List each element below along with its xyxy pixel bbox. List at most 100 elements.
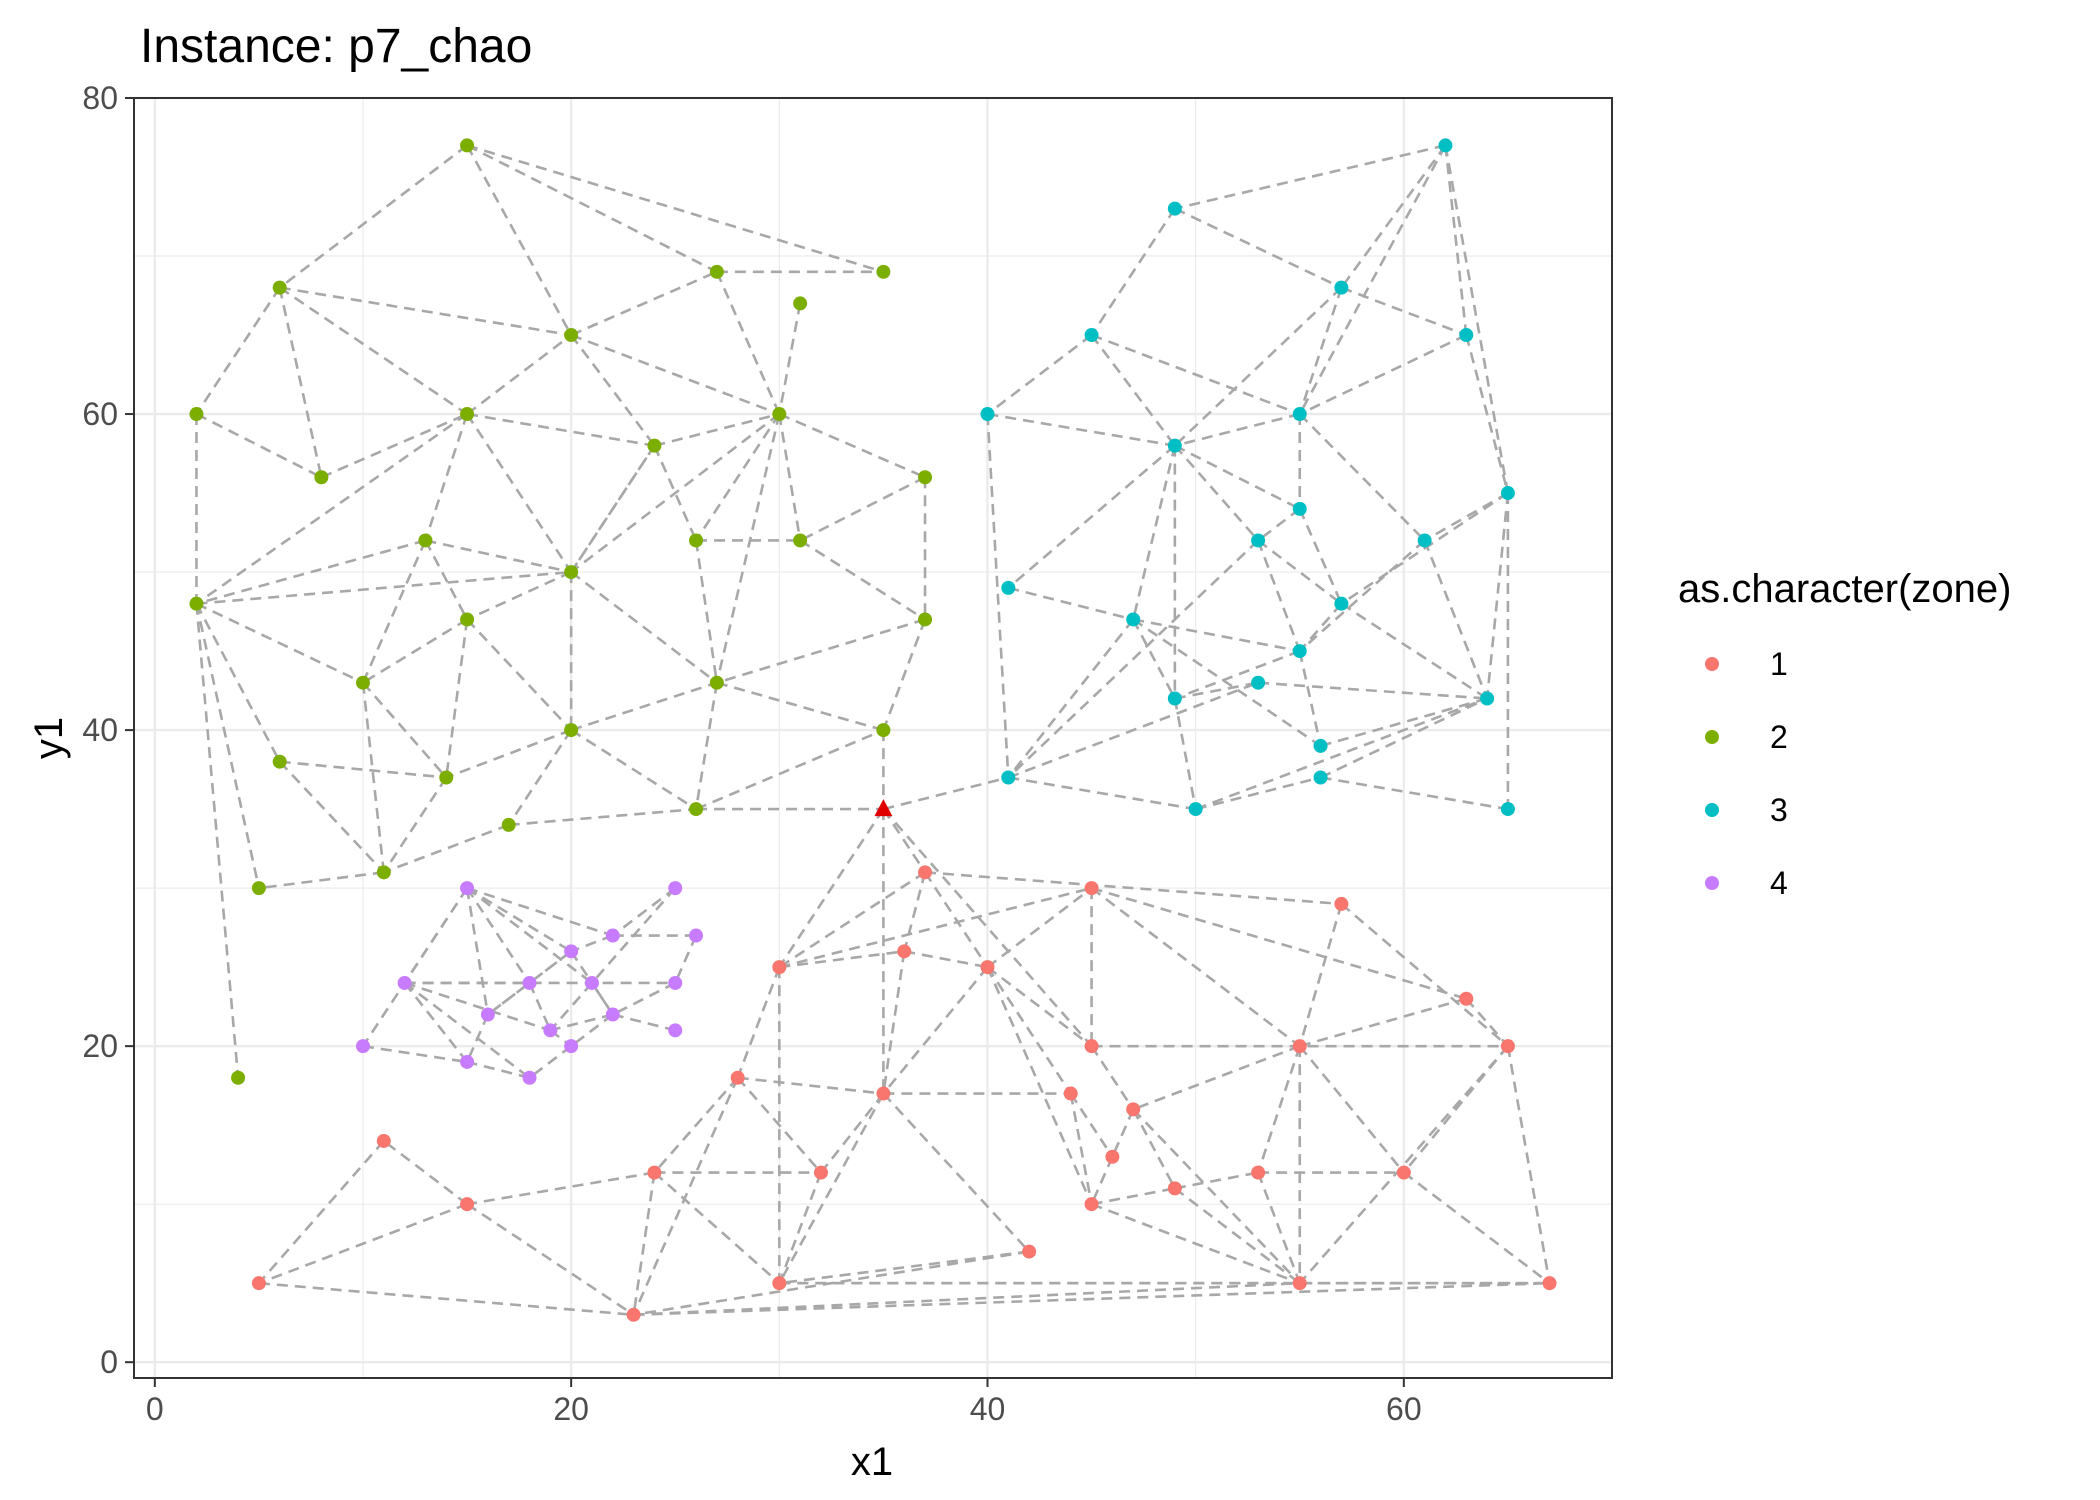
route-edge xyxy=(1340,491,1509,605)
x-tick-label: 60 xyxy=(1386,1391,1422,1427)
point-zone-4 xyxy=(668,1023,683,1038)
route-edge xyxy=(778,412,926,479)
route-edge xyxy=(195,412,322,479)
y-tick-label: 0 xyxy=(100,1344,118,1380)
route-edge xyxy=(1340,144,1447,289)
route-edge xyxy=(1195,697,1488,811)
point-zone-4 xyxy=(522,975,537,990)
route-edge xyxy=(466,618,573,731)
route-edge xyxy=(466,570,572,621)
point-zone-3 xyxy=(1126,612,1141,627)
legend-key-zone-1 xyxy=(1705,657,1719,671)
route-edge xyxy=(1091,333,1301,416)
route-edge xyxy=(1298,413,1426,542)
route-edge xyxy=(1069,1092,1114,1158)
point-zone-1 xyxy=(1396,1165,1411,1180)
depot-layer xyxy=(874,799,893,817)
route-edge xyxy=(570,681,718,732)
point-zone-3 xyxy=(1292,407,1307,422)
point-zone-2 xyxy=(709,675,724,690)
route-edge xyxy=(195,603,261,889)
route-edge xyxy=(778,303,802,415)
route-edge xyxy=(507,729,573,826)
legend-label-zone-3: 3 xyxy=(1770,792,1788,828)
route-edge xyxy=(570,270,718,337)
legend-label-zone-2: 2 xyxy=(1770,719,1788,755)
point-zone-3 xyxy=(1188,802,1203,817)
point-zone-2 xyxy=(501,817,516,832)
route-edge xyxy=(570,333,780,416)
route-edge xyxy=(258,1281,634,1317)
route-edge xyxy=(1174,412,1301,447)
route-edge xyxy=(465,887,531,984)
route-edge xyxy=(1132,1108,1301,1285)
point-zone-3 xyxy=(1251,533,1266,548)
route-edge xyxy=(1506,1045,1551,1284)
point-zone-2 xyxy=(793,533,808,548)
point-zone-2 xyxy=(772,407,787,422)
route-edge xyxy=(737,1076,884,1095)
route-edge xyxy=(1465,997,1509,1048)
route-edge xyxy=(1173,698,1197,810)
route-edge xyxy=(257,1140,385,1285)
route-edge xyxy=(1174,649,1301,700)
point-zone-1 xyxy=(376,1133,391,1148)
route-edge xyxy=(528,1045,572,1079)
route-edge xyxy=(1091,886,1467,1000)
route-edge xyxy=(1340,902,1509,1048)
route-edge xyxy=(1174,1171,1259,1190)
point-zone-2 xyxy=(272,754,287,769)
route-edge xyxy=(799,476,926,542)
route-edge xyxy=(1069,1093,1093,1205)
route-edge xyxy=(882,808,927,874)
route-edge xyxy=(195,603,281,763)
route-edge xyxy=(424,413,469,541)
route-edge xyxy=(1091,1202,1301,1285)
route-edge xyxy=(1320,697,1488,779)
route-edge xyxy=(278,760,385,874)
route-edge xyxy=(1340,286,1467,337)
route-edge xyxy=(382,776,448,874)
point-zone-1 xyxy=(1105,1149,1120,1164)
point-zone-3 xyxy=(1251,675,1266,690)
route-edge xyxy=(195,602,364,684)
route-edge xyxy=(986,413,1010,778)
route-edge xyxy=(695,728,884,811)
route-edge xyxy=(986,966,1093,1048)
legend-label-zone-4: 4 xyxy=(1770,865,1788,901)
route-edge xyxy=(549,982,593,1032)
point-zone-1 xyxy=(1292,1039,1307,1054)
route-edge xyxy=(1132,1044,1301,1111)
route-edge xyxy=(445,728,572,779)
point-zone-2 xyxy=(918,470,933,485)
point-zone-1 xyxy=(980,960,995,975)
point-zone-3 xyxy=(1313,770,1328,785)
route-edge xyxy=(778,808,885,968)
route-edge xyxy=(715,271,781,415)
point-zone-3 xyxy=(1480,691,1495,706)
route-edge xyxy=(444,619,469,778)
x-tick-label: 20 xyxy=(553,1391,589,1427)
route-edge xyxy=(882,808,1093,1048)
route-edge xyxy=(736,1076,822,1174)
point-zone-1 xyxy=(647,1165,662,1180)
point-zone-1 xyxy=(1292,1276,1307,1291)
route-edge xyxy=(278,287,323,478)
point-zone-1 xyxy=(897,944,912,959)
route-edge xyxy=(195,603,240,1078)
route-edge xyxy=(1257,507,1301,542)
point-zone-2 xyxy=(418,533,433,548)
route-edge xyxy=(258,871,384,890)
point-zone-3 xyxy=(1459,328,1474,343)
route-edge xyxy=(883,776,1009,811)
route-edge xyxy=(1174,444,1301,511)
point-zone-1 xyxy=(772,1276,787,1291)
route-edge xyxy=(466,886,614,937)
point-zone-3 xyxy=(1500,802,1515,817)
point-zone-3 xyxy=(1167,691,1182,706)
route-edge xyxy=(279,286,572,337)
legend-key-zone-4 xyxy=(1705,876,1719,890)
route-edge xyxy=(1298,539,1426,653)
route-edge xyxy=(465,413,573,573)
